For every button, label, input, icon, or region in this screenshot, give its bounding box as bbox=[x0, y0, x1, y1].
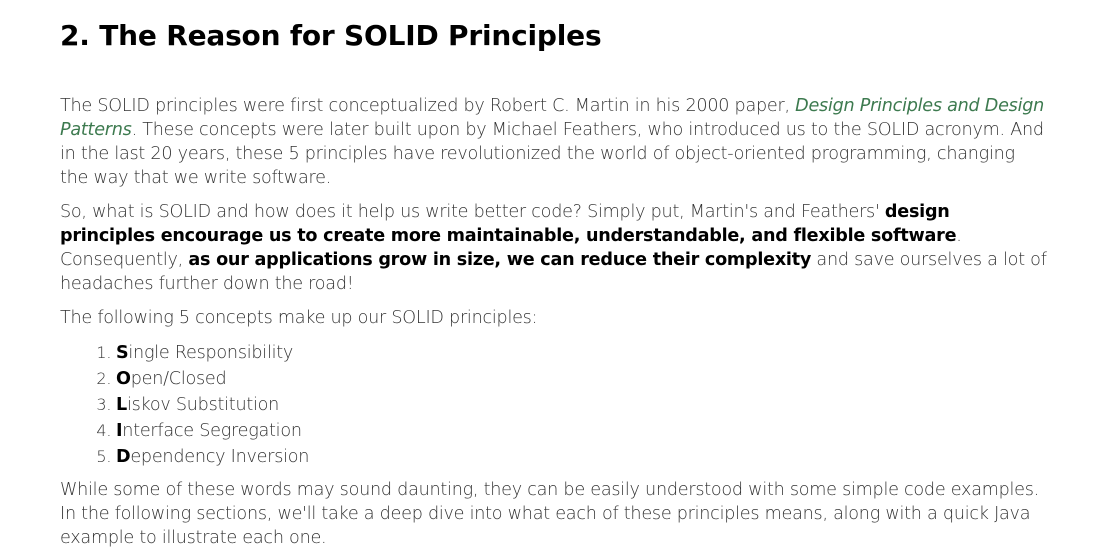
principle-name-rest: nterface Segregation bbox=[122, 421, 302, 441]
intro-text-end: . These concepts were later built upon b… bbox=[60, 120, 1044, 188]
closing-paragraph: While some of these words may sound daun… bbox=[60, 480, 1040, 548]
principle-initial: I bbox=[116, 421, 123, 441]
principle-initial: D bbox=[116, 447, 131, 467]
list-item: Interface Segregation bbox=[116, 418, 1047, 444]
benefits-text-2: . Consequently, bbox=[60, 226, 962, 270]
list-intro-paragraph: The following 5 concepts make up our SOL… bbox=[60, 308, 538, 328]
principle-name-rest: iskov Substitution bbox=[126, 395, 280, 415]
benefits-bold-2: as our applications grow in size, we can… bbox=[188, 250, 812, 270]
benefits-text-1: So, what is SOLID and how does it help u… bbox=[60, 202, 885, 222]
principle-name-rest: ingle Responsibility bbox=[128, 343, 294, 363]
principles-list: Single Responsibility Open/Closed Liskov… bbox=[60, 340, 1047, 470]
principle-name-rest: pen/Closed bbox=[130, 369, 227, 389]
principle-initial: S bbox=[116, 343, 129, 363]
list-item: Dependency Inversion bbox=[116, 444, 1047, 470]
solid-benefits-paragraph: So, what is SOLID and how does it help u… bbox=[60, 200, 1047, 296]
benefits-bold-1: design principles encourage us to create… bbox=[60, 202, 957, 246]
paper-link[interactable]: Design Principles and Design Patterns bbox=[60, 96, 1045, 140]
intro-text-start: The SOLID principles were first conceptu… bbox=[60, 96, 796, 116]
list-item: Single Responsibility bbox=[116, 340, 1047, 366]
list-item: Liskov Substitution bbox=[116, 392, 1047, 418]
principle-initial: O bbox=[116, 369, 131, 389]
intro-paragraph: The SOLID principles were first conceptu… bbox=[60, 94, 1047, 190]
section-heading: 2. The Reason for SOLID Principles bbox=[60, 19, 602, 52]
principle-name-rest: ependency Inversion bbox=[130, 447, 310, 467]
benefits-text-3: and save ourselves a lot of headaches fu… bbox=[60, 250, 1047, 294]
list-item: Open/Closed bbox=[116, 366, 1047, 392]
principle-initial: L bbox=[116, 395, 127, 415]
